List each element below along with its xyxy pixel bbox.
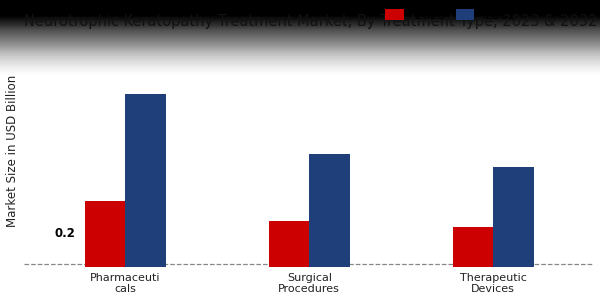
Bar: [309, 154, 350, 267]
Bar: [269, 220, 309, 267]
Legend: 2023, 2032: 2023, 2032: [382, 5, 520, 26]
Bar: [453, 227, 493, 267]
Text: 0.2: 0.2: [55, 227, 76, 241]
Bar: [493, 167, 534, 267]
Y-axis label: Market Size in USD Billion: Market Size in USD Billion: [5, 74, 19, 227]
Bar: [85, 201, 125, 267]
Bar: [125, 94, 166, 267]
Text: Neurotrophic Keratopathy Treatment Market, By Treatment Type, 2023 & 2032: Neurotrophic Keratopathy Treatment Marke…: [24, 14, 598, 28]
